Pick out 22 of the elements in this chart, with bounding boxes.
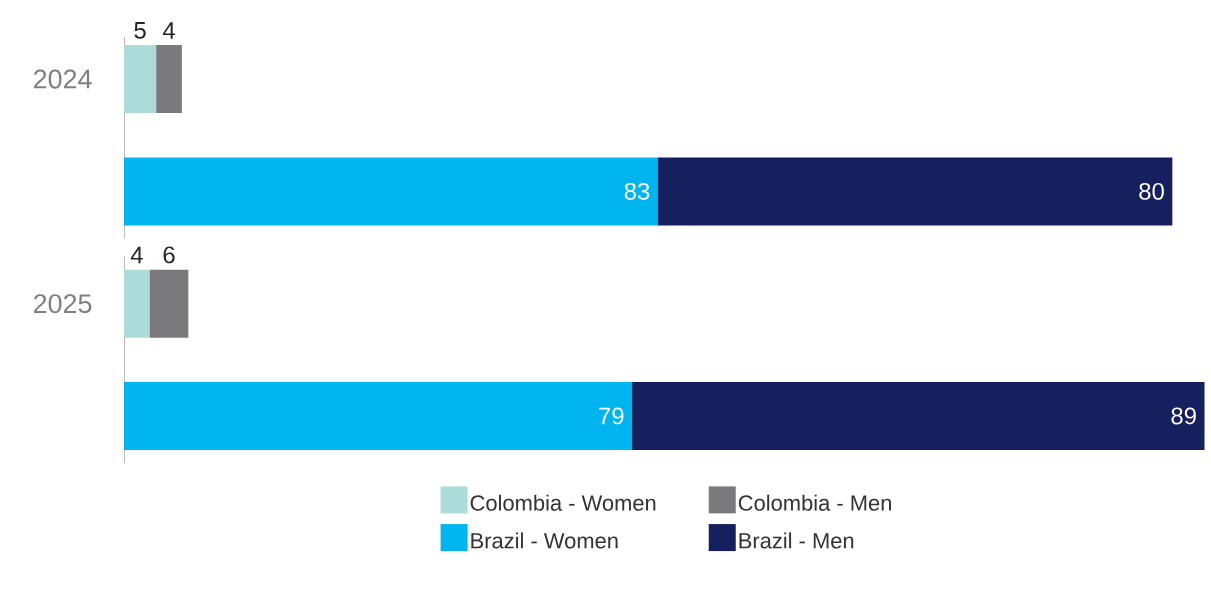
data-label: 80 xyxy=(1139,182,1164,200)
data-label: 6 xyxy=(163,246,175,264)
bar xyxy=(149,269,189,338)
legend-label: Colombia - Women xyxy=(470,494,656,511)
data-label: 4 xyxy=(162,22,175,39)
bar xyxy=(124,381,633,450)
data-label: 5 xyxy=(134,22,146,39)
data-label: 4 xyxy=(130,246,143,264)
data-label: 89 xyxy=(1171,407,1196,425)
y-tick-label: 2024 xyxy=(34,69,92,89)
bar xyxy=(632,381,1205,450)
legend-label: Colombia - Men xyxy=(738,494,891,511)
legend-label: Brazil - Women xyxy=(471,532,618,549)
data-label: 79 xyxy=(599,407,624,425)
bar xyxy=(156,45,182,114)
bar xyxy=(657,157,1173,226)
bar xyxy=(124,269,150,338)
y-tick-label: 2025 xyxy=(34,294,92,314)
data-label: 83 xyxy=(624,182,650,200)
bar xyxy=(124,45,157,114)
bar xyxy=(124,157,658,226)
legend-label: Brazil - Men xyxy=(739,532,854,549)
